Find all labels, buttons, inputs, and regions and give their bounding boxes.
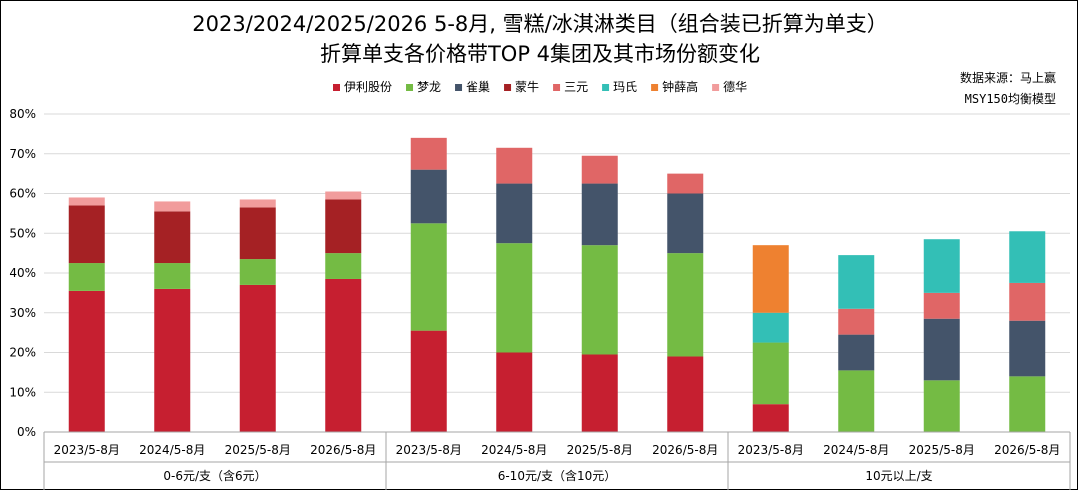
- bar-segment: [1009, 282, 1046, 321]
- x-tick-label: 2023/5-8月: [396, 443, 462, 457]
- gridlines: [44, 113, 1070, 393]
- x-tick-label: 2026/5-8月: [652, 443, 718, 457]
- data-model-label: MSY150均衡模型: [964, 92, 1056, 106]
- legend-swatch: [504, 84, 512, 91]
- x-tick-label: 2023/5-8月: [738, 443, 804, 457]
- legend-label: 蒙牛: [515, 79, 539, 94]
- x-axis: 2023/5-8月 2024/5-8月 2025/5-8月 2026/5-8月 0-6元…: [43, 431, 1071, 490]
- bar-segment: [1009, 231, 1046, 283]
- bar-segment: [667, 356, 704, 432]
- x-tick-label: 2026/5-8月: [994, 443, 1060, 457]
- y-tick-label: 10%: [9, 385, 36, 399]
- bar-segment: [752, 404, 789, 432]
- bar-segment: [581, 354, 618, 432]
- bar-segment: [239, 199, 276, 208]
- bar-segment: [496, 243, 533, 353]
- bar-segment: [325, 253, 362, 279]
- legend-label: 德华: [723, 79, 747, 94]
- y-tick-label: 40%: [9, 266, 36, 280]
- bar-segment: [667, 173, 704, 194]
- legend-label: 雀巢: [466, 80, 490, 94]
- legend-label: 三元: [564, 80, 588, 94]
- bar-segment: [581, 245, 618, 355]
- bars: [68, 137, 1046, 432]
- bar-segment: [1009, 376, 1046, 432]
- x-tick-label: 2024/5-8月: [139, 443, 205, 457]
- bar-segment: [752, 342, 789, 405]
- bar-segment: [752, 312, 789, 343]
- bar-segment: [667, 193, 704, 254]
- bar-segment: [68, 205, 105, 264]
- bar-segment: [154, 288, 191, 432]
- legend-swatch: [602, 84, 610, 91]
- bar-segment: [496, 352, 533, 432]
- legend-swatch: [553, 84, 561, 91]
- bar-segment: [838, 255, 875, 309]
- bar-segment: [325, 191, 362, 200]
- x-tick-label: 2025/5-8月: [225, 443, 291, 457]
- y-tick-label: 70%: [9, 147, 36, 161]
- bar-segment: [239, 259, 276, 285]
- bar-segment: [325, 199, 362, 254]
- bar-segment: [923, 292, 960, 319]
- bar-segment: [581, 155, 618, 184]
- legend-label: 伊利股份: [344, 80, 392, 94]
- bar-segment: [667, 253, 704, 357]
- legend-label: 钟薛高: [662, 79, 698, 94]
- bar-segment: [496, 147, 533, 184]
- bar-segment: [154, 201, 191, 212]
- legend-label: 玛氏: [613, 80, 637, 94]
- bar-segment: [838, 334, 875, 371]
- legend-swatch: [333, 84, 340, 91]
- data-source-label: 数据来源：马上赢: [959, 71, 1056, 85]
- y-tick-label: 30%: [9, 306, 36, 320]
- x-tick-label: 2024/5-8月: [823, 443, 889, 457]
- bar-segment: [154, 263, 191, 289]
- y-tick-label: 60%: [9, 187, 36, 201]
- chart-title-line-1: 2023/2024/2025/2026 5-8月, 雪糕/冰淇淋类目（组合装已折…: [192, 12, 888, 36]
- bar-segment: [68, 263, 105, 291]
- bar-segment: [923, 239, 960, 293]
- bar-segment: [325, 278, 362, 432]
- chart-title-line-2: 折算单支各价格带TOP 4集团及其市场份额变化: [319, 42, 761, 66]
- bar-segment: [410, 330, 447, 432]
- bar-segment: [239, 284, 276, 432]
- bar-segment: [496, 183, 533, 244]
- bar-segment: [838, 370, 875, 432]
- x-group-label: 6-10元/支（含10元）: [498, 468, 617, 483]
- bar-segment: [923, 318, 960, 381]
- legend: 伊利股份 梦龙 雀巢 蒙牛 三元 玛氏 钟薛高 德华: [333, 79, 747, 94]
- legend-swatch: [712, 84, 720, 91]
- bar-segment: [1009, 320, 1046, 377]
- bar-segment: [239, 207, 276, 260]
- bar-segment: [923, 380, 960, 432]
- x-tick-label: 2024/5-8月: [481, 443, 547, 457]
- y-tick-label: 0%: [17, 425, 36, 439]
- x-tick-label: 2025/5-8月: [909, 443, 975, 457]
- y-tick-label: 20%: [9, 346, 36, 360]
- legend-swatch: [406, 84, 414, 91]
- x-tick-label: 2025/5-8月: [567, 443, 633, 457]
- bar-segment: [752, 245, 789, 313]
- y-tick-label: 50%: [9, 226, 36, 240]
- x-tick-label: 2026/5-8月: [310, 443, 376, 457]
- x-tick-label: 2023/5-8月: [54, 443, 120, 457]
- legend-swatch: [651, 84, 659, 91]
- y-axis: 0% 10% 20% 30% 40% 50% 60% 70% 80%: [9, 107, 36, 439]
- bar-segment: [410, 169, 447, 224]
- x-group-label: 0-6元/支（含6元）: [163, 468, 266, 483]
- bar-segment: [154, 211, 191, 264]
- bar-segment: [410, 137, 447, 170]
- bar-segment: [581, 183, 618, 246]
- legend-label: 梦龙: [417, 80, 441, 94]
- legend-swatch: [455, 84, 463, 91]
- y-tick-label: 80%: [9, 107, 36, 121]
- x-group-label: 10元以上/支: [865, 469, 932, 483]
- bar-segment: [68, 290, 105, 432]
- bar-segment: [838, 308, 875, 335]
- bar-segment: [68, 197, 105, 206]
- bar-segment: [410, 223, 447, 331]
